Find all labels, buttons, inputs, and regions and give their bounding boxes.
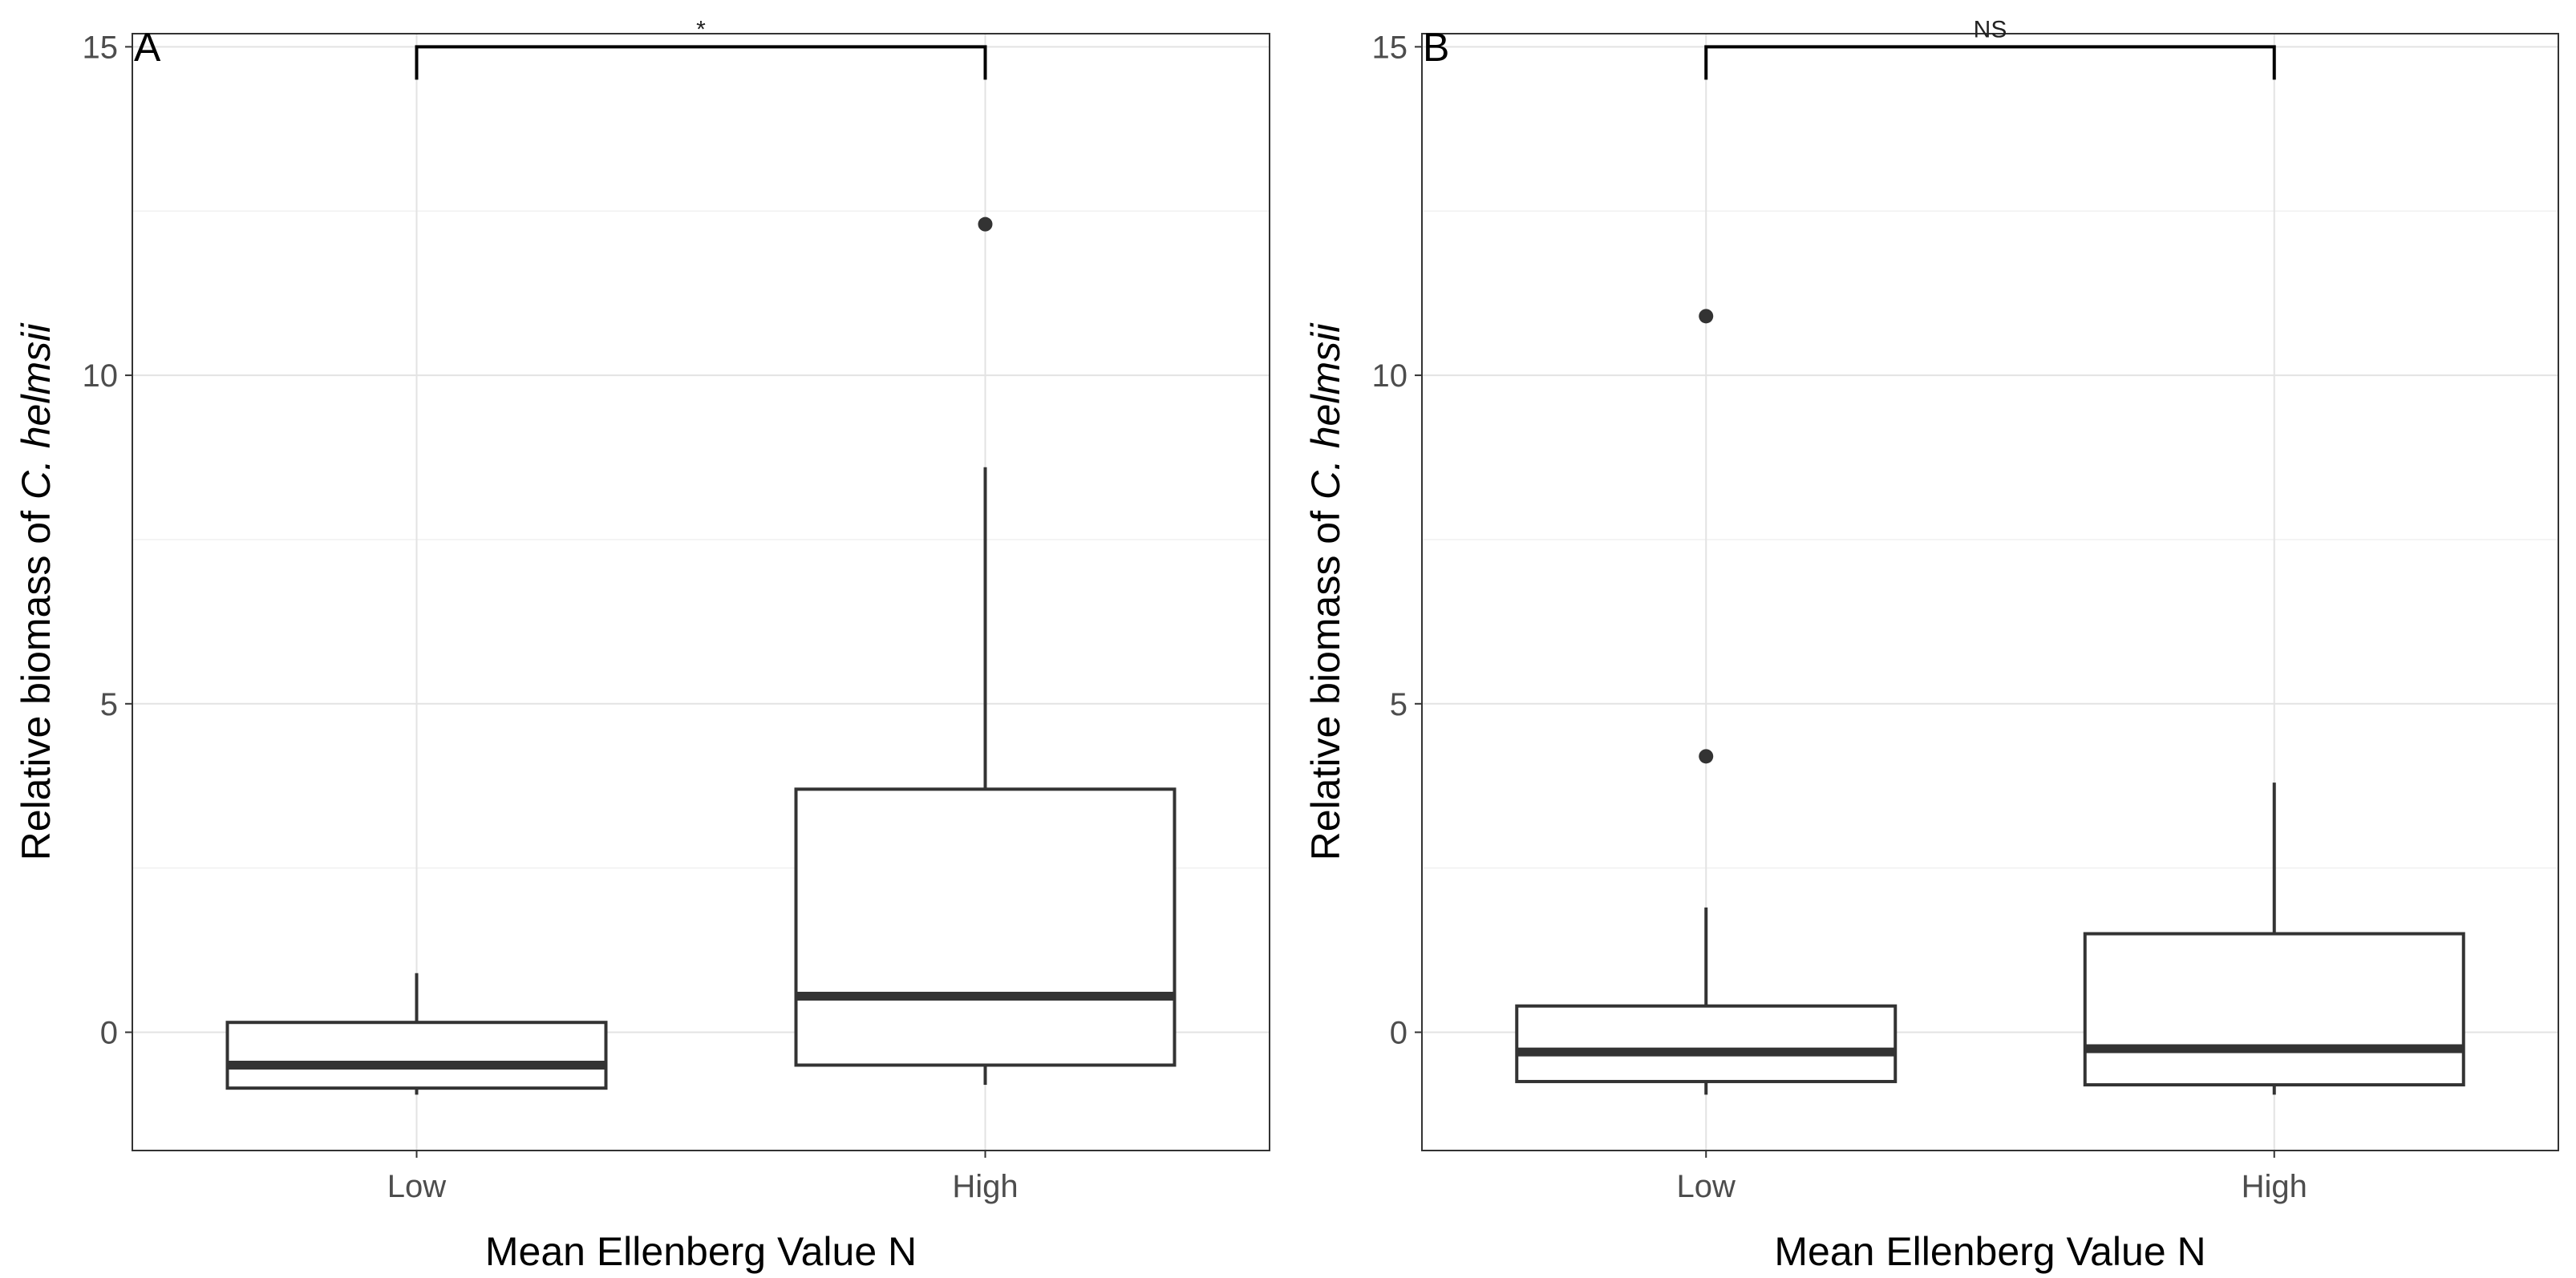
y-tick-label: 5 — [100, 687, 118, 722]
x-tick-label: Low — [1677, 1169, 1736, 1204]
box-high — [2083, 783, 2465, 1095]
y-axis-title-text: Relative biomass of — [14, 499, 59, 860]
box-high — [794, 216, 1177, 1086]
x-axis-title: Mean Ellenberg Value N — [1774, 1229, 2205, 1274]
box-iqr — [794, 787, 1177, 1067]
plot-frame — [1421, 33, 2559, 1151]
x-tick-label: High — [952, 1169, 1018, 1204]
x-axis-title: Mean Ellenberg Value N — [485, 1229, 917, 1274]
y-tick-label: 0 — [1390, 1016, 1407, 1051]
box-low — [1515, 309, 1898, 1095]
box-iqr — [2083, 932, 2465, 1087]
significance-bracket — [415, 45, 987, 80]
box-iqr — [225, 1021, 608, 1090]
y-tick-label: 15 — [1372, 30, 1408, 65]
y-tick-label: 15 — [83, 30, 119, 65]
y-tick-label: 0 — [100, 1016, 118, 1051]
panel-label: B — [1423, 25, 1449, 70]
significance-label: NS — [1974, 16, 2007, 42]
y-axis-title: Relative biomass of C. helmsii — [1303, 322, 1348, 861]
y-axis-title-text: Relative biomass of — [1303, 499, 1348, 860]
box-low — [225, 973, 608, 1095]
plot-frame — [132, 33, 1270, 1151]
y-tick-label: 5 — [1390, 687, 1407, 722]
significance-bracket — [1704, 45, 2276, 80]
x-tick-label: Low — [387, 1169, 446, 1204]
outlier-point — [978, 216, 993, 232]
outlier-point — [1699, 309, 1714, 324]
panel-b: 0 5 10 15 Low High NS B Mean Ellenberg Value N Re… — [1303, 16, 2559, 1274]
x-tick-label: High — [2242, 1169, 2307, 1204]
panel-label: A — [134, 25, 161, 70]
y-tick-label: 10 — [1372, 358, 1408, 394]
y-axis-title: Relative biomass of C. helmsii — [14, 322, 59, 861]
outlier-point — [1699, 749, 1714, 764]
y-axis-title-species: C. helmsii — [14, 322, 59, 499]
panel-a: 0 5 10 15 Low High * A Mean Ellenberg Value N Rel… — [14, 16, 1270, 1274]
y-axis-title-species: C. helmsii — [1303, 322, 1348, 499]
y-tick-label: 10 — [83, 358, 119, 394]
box-iqr — [1515, 1004, 1898, 1083]
significance-label: * — [696, 16, 706, 42]
